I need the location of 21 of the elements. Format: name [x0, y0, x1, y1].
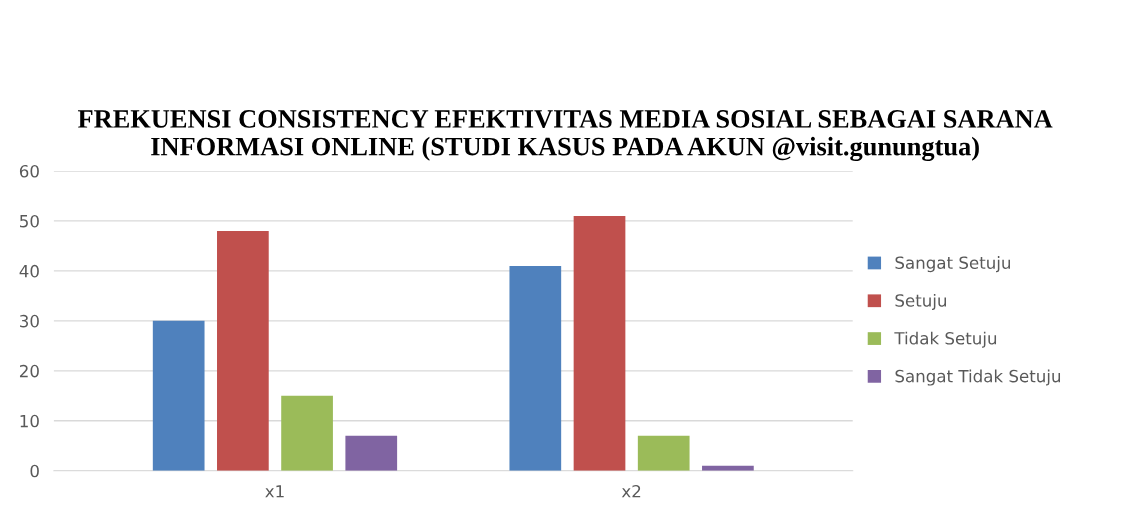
y-tick-label: 30: [20, 314, 39, 328]
y-tick-label: 20: [19, 364, 39, 378]
y-tick-label: 50: [20, 214, 39, 228]
bar: [573, 215, 626, 471]
x-tick-label: x2: [621, 484, 641, 498]
bar: [637, 435, 690, 471]
y-tick-label: 60: [19, 164, 39, 178]
bar: [281, 395, 333, 471]
bar: [152, 320, 205, 471]
chart-title: FREKUENSI CONSISTENCY EFEKTIVITAS MEDIA SOSIAL SEBAGAI SARANA INFORMASI ONLINE (STUDI KASUS PADA AKUN @visit.gunungtua): [77, 110, 1053, 161]
bar: [217, 230, 269, 471]
x-tick-label: x1: [265, 485, 284, 498]
legend-label: Setuju: [895, 293, 946, 311]
y-tick-label: 10: [20, 414, 39, 428]
legend-label: Tidak Setuju: [894, 331, 997, 348]
bar: [345, 435, 398, 471]
y-tick-label: 0: [30, 464, 39, 478]
y-tick-label: 40: [19, 264, 39, 278]
bar: [509, 265, 562, 471]
legend-label: Sangat Tidak Setuju: [895, 369, 1061, 386]
legend-label: Sangat Setuju: [895, 256, 1010, 273]
